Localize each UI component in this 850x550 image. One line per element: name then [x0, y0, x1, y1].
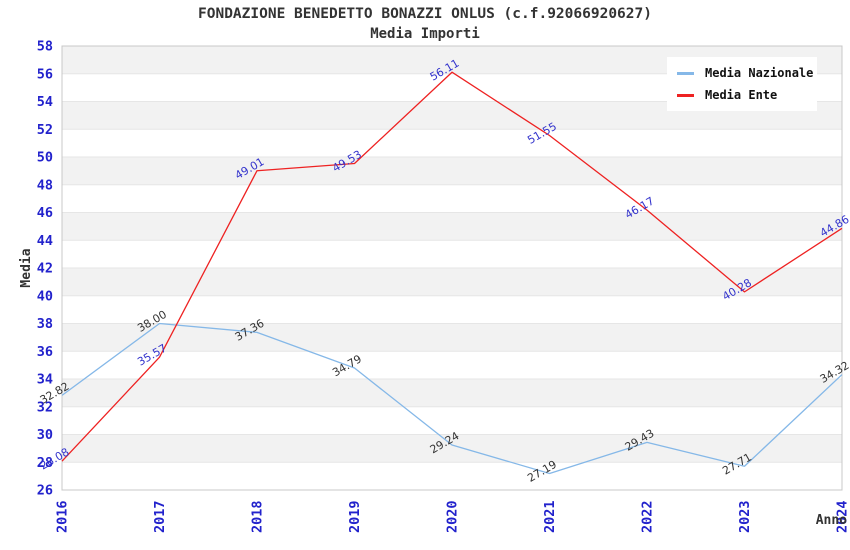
x-tick-label: 2021 — [542, 500, 558, 533]
x-tick-label: 2017 — [152, 500, 168, 533]
data-label: 28.08 — [38, 445, 72, 472]
plot-band — [62, 323, 842, 352]
y-tick-label: 38 — [37, 316, 53, 332]
series-line-media-ente — [61, 71, 843, 462]
y-tick-label: 44 — [37, 233, 53, 249]
legend-label-media-nazionale: Media Nazionale — [705, 66, 814, 80]
x-tick-label: 2024 — [835, 500, 850, 533]
data-label: 34.79 — [330, 352, 364, 379]
y-tick-label: 28 — [37, 455, 53, 471]
legend-label-media-ente: Media Ente — [705, 88, 778, 102]
y-tick-label: 34 — [37, 372, 53, 388]
y-tick-label: 50 — [37, 150, 53, 166]
plot-border — [61, 45, 843, 491]
x-tick-label: 2016 — [55, 500, 71, 533]
legend-item-media-ente: Media Ente — [677, 84, 817, 106]
y-tick-label: 32 — [37, 399, 53, 415]
plot-band — [62, 157, 842, 185]
y-tick-label: 46 — [37, 205, 53, 221]
x-tick-label: 2023 — [737, 500, 753, 533]
y-tick-label: 54 — [37, 94, 53, 110]
plot-band — [62, 379, 842, 407]
series-line-media-nazionale — [61, 322, 843, 475]
y-tick-label: 48 — [37, 177, 53, 193]
x-tick-label: 2022 — [640, 500, 656, 533]
y-tick-label: 52 — [37, 122, 53, 138]
legend-line-swatch-ente-icon — [677, 93, 694, 97]
plot-band — [62, 434, 842, 463]
legend: Media Nazionale Media Ente — [667, 57, 817, 111]
y-tick-label: 58 — [37, 39, 53, 55]
y-tick-label: 40 — [37, 288, 53, 304]
chart-subtitle: Media Importi — [370, 26, 480, 42]
legend-item-media-nazionale: Media Nazionale — [677, 62, 817, 84]
x-axis-title: Anno — [816, 513, 847, 528]
plot-band — [62, 212, 842, 241]
y-tick-label: 56 — [37, 66, 53, 82]
y-tick-label: 26 — [37, 483, 53, 499]
y-tick-label: 36 — [37, 344, 53, 360]
x-tick-label: 2020 — [445, 500, 461, 533]
chart-title: FONDAZIONE BENEDETTO BONAZZI ONLUS (c.f.… — [198, 6, 652, 22]
legend-line-swatch-nazionale-icon — [677, 71, 694, 75]
plot-band — [62, 268, 842, 296]
x-tick-label: 2018 — [250, 500, 266, 533]
y-tick-label: 42 — [37, 261, 53, 277]
y-axis-title: Media — [19, 248, 34, 287]
y-tick-label: 30 — [37, 427, 53, 443]
x-tick-label: 2019 — [347, 500, 363, 533]
